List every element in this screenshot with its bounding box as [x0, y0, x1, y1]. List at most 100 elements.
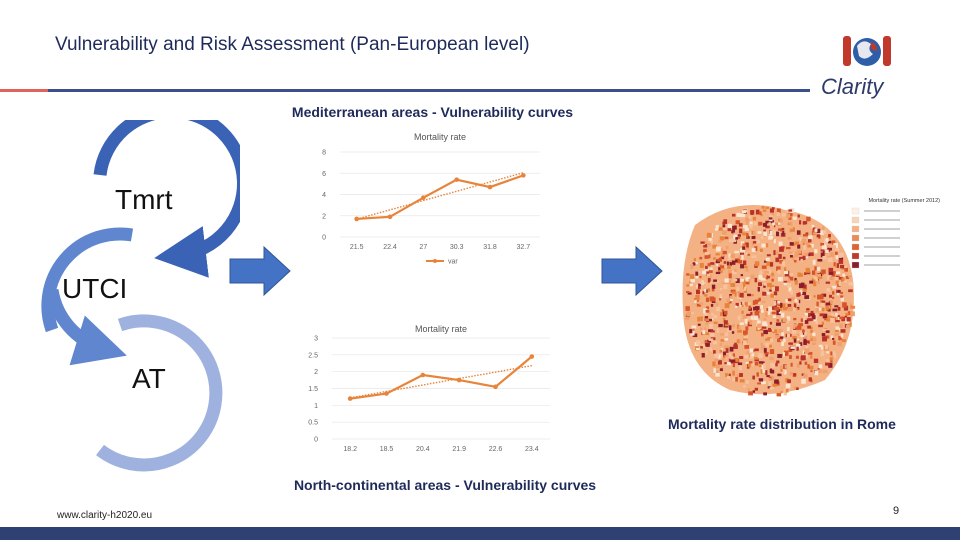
map-cell — [812, 227, 816, 232]
map-cell — [716, 328, 720, 333]
map-cell — [774, 379, 779, 384]
map-cell — [686, 284, 690, 287]
map-cell — [816, 234, 821, 238]
map-cell — [792, 255, 795, 261]
map-cell — [777, 353, 782, 358]
map-cell — [783, 282, 789, 286]
map-cell — [718, 227, 723, 231]
map-cell — [715, 253, 720, 256]
map-cell — [724, 236, 729, 240]
map-cell — [774, 306, 780, 311]
series-line — [350, 355, 533, 400]
map-cell — [735, 305, 738, 308]
map-cell — [775, 322, 781, 326]
map-cell — [701, 353, 705, 358]
map-cell — [699, 256, 703, 260]
map-cell — [824, 318, 828, 321]
map-cell — [834, 264, 837, 268]
map-cell — [838, 277, 843, 280]
map-cell — [804, 221, 808, 225]
map-cell — [723, 261, 727, 264]
map-cell — [734, 292, 737, 297]
map-cell — [736, 294, 739, 299]
map-cell — [754, 311, 760, 316]
map-cell — [740, 274, 744, 277]
map-cell — [769, 378, 772, 381]
map-cell — [822, 369, 828, 374]
map-cell — [689, 283, 693, 287]
map-cell — [812, 332, 816, 336]
map-cell — [835, 243, 839, 249]
map-cell — [760, 213, 763, 217]
legend-swatch — [851, 234, 860, 242]
map-cell — [720, 248, 723, 253]
map-cell — [765, 257, 770, 262]
map-cell — [743, 284, 746, 289]
map-cell — [744, 318, 748, 324]
map-cell — [786, 333, 791, 338]
map-cell — [704, 241, 708, 244]
map-cell — [746, 313, 751, 316]
map-cell — [715, 246, 721, 252]
y-tick-label: 0 — [314, 437, 318, 444]
map-cell — [744, 354, 749, 359]
map-cell — [779, 218, 783, 223]
map-cell — [765, 338, 768, 341]
map-cell — [766, 375, 770, 378]
website-url[interactable]: www.clarity-h2020.eu — [57, 510, 153, 521]
map-cell — [689, 274, 695, 279]
map-cell — [702, 281, 706, 285]
map-cell — [736, 339, 740, 344]
map-cell — [748, 305, 752, 310]
map-cell — [699, 281, 703, 285]
map-cell — [726, 265, 731, 269]
map-cell — [827, 309, 831, 312]
map-cell — [705, 309, 710, 313]
map-cell — [768, 222, 771, 225]
map-cell — [785, 383, 791, 389]
map-cell — [727, 228, 732, 232]
map-cell — [839, 316, 844, 320]
map-cell — [806, 271, 811, 275]
map-cell — [763, 323, 768, 327]
map-cell — [829, 277, 834, 280]
map-cell — [716, 306, 721, 312]
map-cell — [784, 351, 788, 357]
map-cell — [738, 326, 741, 331]
map-cell — [715, 364, 720, 369]
map-cell — [765, 225, 770, 229]
map-cell — [776, 319, 780, 322]
map-cell — [747, 317, 752, 320]
clarity-logo-icon: Clarity — [821, 36, 891, 99]
map-cell — [750, 210, 755, 215]
map-cell — [713, 321, 718, 324]
map-cell — [810, 335, 813, 339]
map-cell — [810, 310, 814, 314]
map-cell — [803, 284, 807, 289]
map-cell — [807, 364, 810, 369]
map-cell — [715, 372, 720, 377]
map-cell — [764, 352, 769, 355]
map-cell — [708, 270, 713, 273]
map-cell — [810, 355, 813, 359]
cycle-arc-at — [96, 314, 223, 472]
map-cell — [719, 257, 722, 262]
map-cell — [769, 344, 772, 348]
map-cell — [721, 282, 727, 285]
map-cell — [762, 369, 766, 373]
map-cell — [697, 285, 701, 291]
map-cell — [760, 278, 766, 281]
map-cell — [820, 346, 824, 350]
map-cell — [821, 352, 824, 356]
data-point — [456, 377, 462, 383]
map-cell — [835, 326, 841, 331]
map-cell — [779, 339, 784, 342]
map-cell — [738, 260, 743, 264]
map-cell — [840, 291, 843, 295]
map-cell — [756, 320, 761, 324]
map-cell — [776, 393, 782, 397]
map-cell — [809, 280, 814, 284]
map-cell — [770, 362, 776, 368]
map-cell — [783, 280, 788, 284]
map-cell — [760, 342, 763, 347]
